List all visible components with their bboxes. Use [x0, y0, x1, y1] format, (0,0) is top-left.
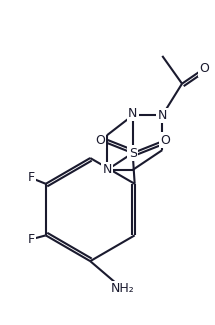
Text: N: N	[158, 109, 167, 122]
Text: O: O	[95, 134, 105, 147]
Text: N: N	[128, 107, 137, 120]
Text: S: S	[129, 147, 137, 160]
Text: F: F	[28, 171, 35, 184]
Text: O: O	[160, 134, 170, 147]
Text: NH₂: NH₂	[111, 282, 135, 295]
Text: F: F	[28, 233, 35, 246]
Text: O: O	[199, 62, 209, 75]
Text: N: N	[102, 163, 112, 176]
